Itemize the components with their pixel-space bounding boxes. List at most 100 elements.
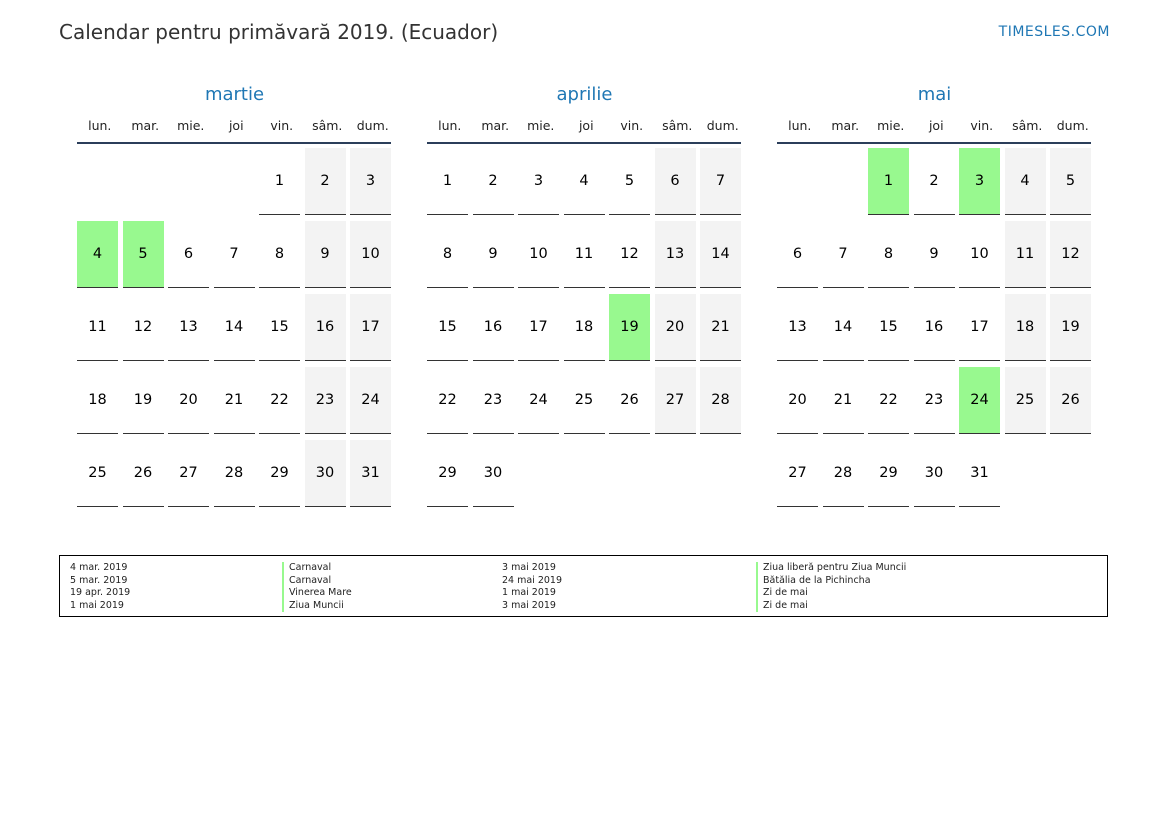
day-cell: 23 (304, 367, 346, 434)
legend-holiday-name: Carnaval (289, 562, 332, 573)
weekday-label: dum. (356, 118, 389, 133)
day-cell: 6 (654, 148, 696, 215)
day-cell: 28 (822, 440, 864, 507)
legend-date: 5 mar. 2019 (70, 574, 128, 586)
legend-holiday-name: Bătălia de la Pichincha (763, 574, 871, 586)
day-cell: 25 (563, 367, 605, 434)
day-cell: 16 (304, 294, 346, 361)
day-cell: 27 (168, 440, 209, 507)
day-cell: 2 (304, 148, 346, 215)
weekday-label: sâm. (312, 118, 343, 133)
legend-dates-left: 4 mar. 2019 5 mar. 2019 19 apr. 2019 1 m… (70, 562, 130, 612)
month-aprilie: aprilie lun. mar. mie. joi vin. sâm. dum. 1 2 3 4 5 6… (427, 82, 747, 507)
day-cell: 20 (654, 294, 696, 361)
day-cell: 29 (259, 440, 300, 507)
legend-date: 1 mai 2019 (502, 587, 556, 598)
legend-date: 24 mai 2019 (502, 574, 563, 586)
weekday-label: vin. (620, 118, 644, 133)
legend-holiday-name: Vinerea Mare (289, 587, 352, 598)
month-title: aprilie (556, 84, 613, 105)
legend-date: 3 mai 2019 (502, 599, 556, 611)
legend-holiday-name: Zi de mai (763, 587, 808, 598)
day-cell: 17 (518, 294, 559, 361)
weekday-header: lun. mar. mie. joi vin. sâm. dum. (427, 108, 747, 134)
page-title: Calendar pentru primăvară 2019. (Ecuador… (59, 20, 499, 44)
weekday-label: mar. (131, 118, 160, 133)
holiday-legend: 4 mar. 2019 5 mar. 2019 19 apr. 2019 1 m… (59, 555, 1108, 617)
weekday-label: vin. (970, 118, 994, 133)
legend-holiday-name: Zi de mai (763, 599, 808, 611)
day-cell: 30 (472, 440, 514, 507)
day-cell: 9 (472, 221, 514, 288)
day-cell: 7 (700, 148, 741, 215)
month-mai: mai lun. mar. mie. joi vin. sâm. dum. 1 2 3 4 5 6 7 8 9 1… (777, 82, 1097, 507)
day-cell: 8 (259, 221, 300, 288)
day-cell: 28 (213, 440, 255, 507)
day-cell: 29 (868, 440, 909, 507)
day-cell: 3 (518, 148, 559, 215)
holiday-day-cell: 4 (77, 221, 118, 288)
day-cell: 4 (563, 148, 605, 215)
day-cell: 9 (304, 221, 346, 288)
day-cell: 21 (213, 367, 255, 434)
day-cell: 4 (1004, 148, 1046, 215)
weekday-label: lun. (88, 118, 112, 133)
day-cell: 14 (700, 221, 741, 288)
day-cell: 14 (822, 294, 864, 361)
weekday-label: joi (228, 118, 244, 133)
legend-names-left: Carnaval Carnaval Vinerea Mare Ziua Munc… (282, 562, 352, 612)
weekday-label: sâm. (662, 118, 693, 133)
day-cell: 26 (1050, 367, 1091, 434)
weekday-label: mar. (831, 118, 860, 133)
legend-dates-right: 3 mai 2019 24 mai 2019 1 mai 2019 3 mai … (502, 562, 562, 612)
day-cell: 1 (259, 148, 300, 215)
day-cell: 6 (777, 221, 818, 288)
day-cell: 22 (868, 367, 909, 434)
legend-holiday-name: Carnaval (289, 574, 332, 586)
day-cell: 27 (777, 440, 818, 507)
weekday-label: dum. (1056, 118, 1089, 133)
day-cell: 10 (350, 221, 391, 288)
day-cell: 15 (259, 294, 300, 361)
holiday-day-cell: 3 (959, 148, 1000, 215)
day-cell: 10 (959, 221, 1000, 288)
day-cell: 30 (913, 440, 955, 507)
day-cell: 19 (1050, 294, 1091, 361)
day-cell: 27 (654, 367, 696, 434)
day-cell: 22 (427, 367, 468, 434)
legend-date: 19 apr. 2019 (70, 587, 131, 598)
header-divider (427, 142, 741, 144)
day-cell: 25 (77, 440, 118, 507)
day-cell: 28 (700, 367, 741, 434)
day-cell: 31 (350, 440, 391, 507)
day-cell: 18 (563, 294, 605, 361)
month-martie: martie lun. mar. mie. joi vin. sâm. dum. 1 2 3 4 5 6 7… (77, 82, 397, 507)
day-cell: 1 (427, 148, 468, 215)
day-cell: 18 (77, 367, 118, 434)
holiday-day-cell: 1 (868, 148, 909, 215)
month-title: mai (917, 84, 952, 105)
day-cell: 5 (609, 148, 650, 215)
brand-logo-text[interactable]: TIMESLES.COM (998, 24, 1110, 40)
day-cell: 24 (350, 367, 391, 434)
day-cell: 15 (427, 294, 468, 361)
day-cell: 26 (122, 440, 164, 507)
weekday-label: mie. (177, 118, 205, 133)
day-cell: 16 (913, 294, 955, 361)
day-cell: 8 (427, 221, 468, 288)
day-cell: 11 (1004, 221, 1046, 288)
day-cell: 10 (518, 221, 559, 288)
day-cell: 22 (259, 367, 300, 434)
legend-holiday-name: Ziua Muncii (289, 599, 344, 611)
day-cell: 21 (700, 294, 741, 361)
day-cell: 8 (868, 221, 909, 288)
legend-holiday-name: Ziua liberă pentru Ziua Muncii (763, 562, 907, 573)
day-cell: 5 (1050, 148, 1091, 215)
weekday-label: vin. (270, 118, 294, 133)
header-divider (77, 142, 391, 144)
weekday-label: joi (928, 118, 944, 133)
day-cell: 13 (168, 294, 209, 361)
day-cell: 2 (913, 148, 955, 215)
holiday-day-cell: 5 (122, 221, 164, 288)
day-cell: 12 (122, 294, 164, 361)
